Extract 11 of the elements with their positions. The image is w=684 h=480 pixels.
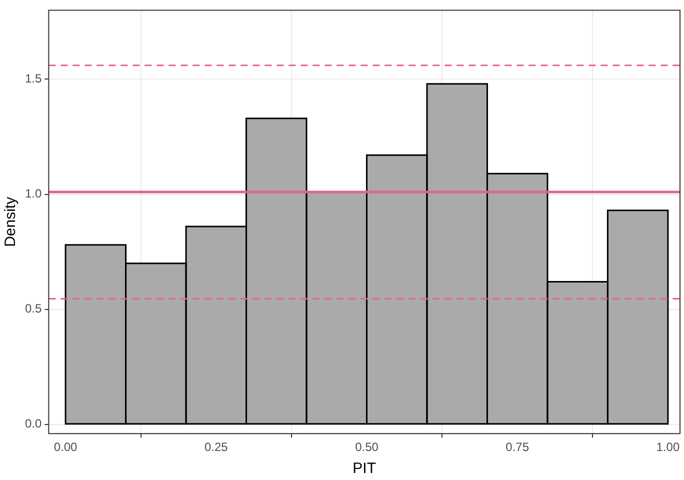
y-tick-label: 1.0 (24, 186, 42, 201)
y-axis-title: Density (2, 196, 20, 247)
y-tick-label: 0.5 (24, 302, 42, 316)
y-tick-label: 0.0 (24, 416, 42, 431)
x-axis-title: PIT (352, 460, 376, 478)
y-tick-label: 1.5 (24, 72, 42, 86)
x-tick-label: 0.75 (506, 440, 530, 454)
x-tick-label: 1.00 (656, 440, 680, 454)
x-tick-label: 0.00 (54, 440, 78, 454)
x-tick-label: 0.50 (355, 440, 379, 454)
x-tick-label: 0.25 (204, 440, 228, 454)
